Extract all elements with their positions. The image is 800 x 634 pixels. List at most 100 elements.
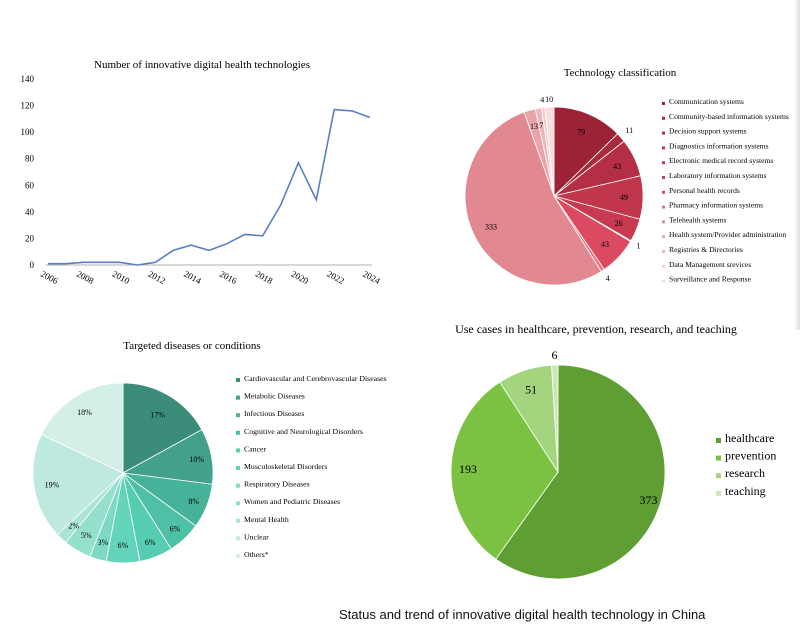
legend-swatch — [716, 490, 721, 496]
line-y-tick-label: 0 — [30, 260, 35, 270]
legend-label: Cardiovascular and Cerebrovascular Disea… — [244, 374, 387, 383]
legend-swatch — [662, 146, 665, 150]
line-x-tick-label: 2020 — [290, 269, 311, 287]
legend-swatch — [662, 264, 665, 268]
legend-swatch — [716, 438, 721, 443]
legend-label: Musculoskeletal Disorders — [244, 462, 327, 471]
pie-slice-label: 373 — [640, 493, 658, 507]
line-x-axis: 2006 2008 2010 2012 2014 2016 2018 2020 2022 2024 — [39, 269, 382, 287]
legend-label: Communication systems — [669, 97, 744, 106]
legend-swatch — [662, 235, 665, 239]
pie-slice-label: 10% — [189, 455, 204, 464]
pie-slice — [32, 434, 124, 536]
pie-slice-label: 333 — [485, 223, 497, 232]
pie-slice — [495, 364, 666, 580]
legend-swatch — [236, 448, 240, 453]
pie-slice-label: 26 — [615, 219, 623, 228]
legend-swatch — [662, 250, 665, 253]
line-y-tick-label: 80 — [25, 154, 35, 164]
legend-swatch — [236, 378, 240, 382]
pie-slice-label: 8% — [188, 497, 199, 506]
pie-slice-label: 18% — [77, 408, 92, 417]
legend-swatch — [662, 176, 665, 179]
pie-technology-classification: Technology classification 79 11 43 49 26 1 43 4… — [464, 67, 789, 286]
legend-swatch — [236, 501, 240, 506]
line-y-tick-label: 140 — [21, 74, 35, 84]
line-x-tick-label: 2012 — [146, 269, 167, 286]
legend-label: Others* — [244, 550, 269, 559]
legend-swatch — [236, 554, 240, 558]
line-x-tick-label: 2018 — [254, 269, 275, 287]
legend-swatch — [662, 279, 665, 283]
legend-label: Community-based information systems — [669, 112, 789, 121]
line-chart-title: Number of innovative digital health tech… — [94, 59, 310, 71]
pie-slice-label: 79 — [577, 128, 585, 137]
line-x-tick-label: 2006 — [39, 269, 60, 287]
legend-label: Metabolic Diseases — [244, 392, 305, 401]
pie-slice-label: 7 — [539, 121, 543, 130]
legend-swatch — [662, 190, 665, 194]
pie-slice-label: 193 — [459, 462, 477, 476]
pie-slice — [450, 381, 559, 560]
line-x-tick-label: 2016 — [218, 269, 239, 287]
legend-swatch — [716, 455, 721, 461]
legend-label: Women and Pediatric Diseases — [244, 497, 340, 506]
pie-use-cases: Use cases in healthcare, prevention, res… — [450, 322, 776, 580]
legend-swatch — [662, 102, 665, 105]
legend-swatch — [236, 536, 240, 541]
legend-swatch — [716, 473, 721, 479]
line-y-tick-label: 20 — [25, 233, 35, 243]
pie-slice-label: 13 — [530, 122, 538, 131]
pie-slice — [122, 382, 203, 474]
pie-slice-label: 43 — [613, 162, 621, 171]
legend-label: Mental Health — [244, 515, 289, 524]
legend-swatch — [662, 205, 665, 209]
legend-label: teaching — [725, 484, 766, 498]
legend-label: Cognitive and Neurological Disorders — [244, 427, 363, 436]
pie-slice — [41, 382, 124, 474]
legend-label: Laboratory information systems — [669, 171, 766, 180]
legend-label: Respiratory Diseases — [244, 480, 310, 489]
pie-slice-label: 1 — [637, 242, 641, 251]
legend-label: Infectious Diseases — [244, 409, 304, 418]
legend-label: Health system/Provider administration — [669, 230, 786, 239]
legend-label: Surveillance and Response — [669, 275, 751, 284]
legend-label: Cancer — [244, 444, 266, 453]
pie-slice — [544, 106, 555, 197]
legend-swatch — [236, 395, 240, 400]
legend-swatch — [236, 413, 240, 418]
pie-slice-label: 6 — [552, 348, 558, 362]
line-series — [48, 108, 371, 266]
pie-slice-label: 4 — [540, 96, 544, 105]
pie-slice-label: 10 — [545, 95, 553, 104]
pie-slice-label: 6% — [145, 538, 156, 547]
figure-caption: Status and trend of innovative digital h… — [339, 607, 706, 622]
legend-swatch — [662, 220, 665, 224]
legend-swatch — [236, 518, 240, 523]
legend-label: Personal health records — [669, 186, 740, 195]
line-x-tick-label: 2014 — [182, 269, 203, 287]
legend-swatch — [236, 466, 240, 470]
legend-label: Registries & Directories — [669, 245, 743, 254]
pie-slice — [553, 106, 619, 197]
pie-slice — [464, 111, 602, 286]
legend-label: Electronic medical record systems — [669, 156, 773, 165]
pie-usecases-title: Use cases in healthcare, prevention, res… — [455, 322, 737, 336]
line-x-tick-label: 2022 — [325, 269, 346, 286]
pie-slice-label: 43 — [601, 240, 609, 249]
pie-tech-title: Technology classification — [564, 67, 677, 79]
legend-label: healthcare — [725, 431, 774, 445]
legend-swatch — [236, 483, 240, 488]
legend-label: prevention — [725, 449, 776, 463]
line-x-tick-label: 2010 — [111, 269, 132, 287]
pie-slice-label: 6% — [118, 541, 129, 550]
pie-slice-label: 2% — [68, 522, 79, 531]
pie-slice-label: 19% — [45, 480, 60, 489]
line-x-tick-label: 2024 — [361, 269, 382, 287]
pie-slice-label: 11 — [625, 126, 633, 135]
legend-swatch — [662, 116, 665, 120]
pie-slice-label: 51 — [525, 382, 537, 396]
line-y-tick-label: 120 — [21, 101, 35, 111]
legend-label: Decision support systems — [669, 127, 747, 136]
